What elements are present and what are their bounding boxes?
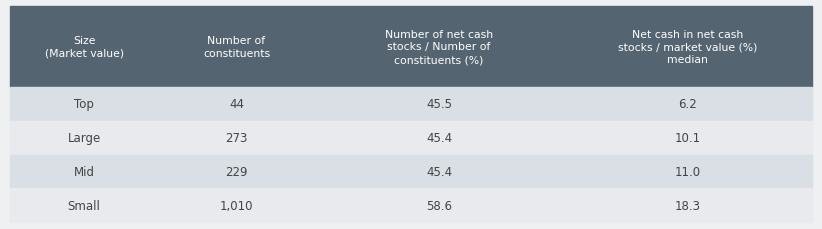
Text: Size
(Market value): Size (Market value) (44, 36, 123, 59)
Text: 18.3: 18.3 (675, 199, 701, 212)
Text: Large: Large (67, 132, 101, 144)
Text: 273: 273 (225, 132, 247, 144)
Text: Number of net cash
stocks / Number of
constituents (%): Number of net cash stocks / Number of co… (385, 30, 493, 65)
Bar (10, 188, 812, 222)
Bar (10, 7, 812, 87)
Text: 1,010: 1,010 (219, 199, 253, 212)
Text: 6.2: 6.2 (678, 98, 697, 111)
Text: Mid: Mid (74, 165, 95, 178)
Bar (10, 87, 812, 121)
Text: 229: 229 (225, 165, 247, 178)
Text: 10.1: 10.1 (675, 132, 701, 144)
Text: Top: Top (74, 98, 94, 111)
Text: 11.0: 11.0 (675, 165, 701, 178)
Text: 45.4: 45.4 (426, 132, 452, 144)
Text: 44: 44 (229, 98, 244, 111)
Text: Number of
constituents: Number of constituents (203, 36, 270, 59)
Bar (10, 155, 812, 188)
Text: 45.4: 45.4 (426, 165, 452, 178)
Text: 58.6: 58.6 (426, 199, 452, 212)
Text: Small: Small (67, 199, 100, 212)
Text: Net cash in net cash
stocks / market value (%)
median: Net cash in net cash stocks / market val… (618, 30, 757, 65)
Bar (10, 121, 812, 155)
Text: 45.5: 45.5 (426, 98, 452, 111)
